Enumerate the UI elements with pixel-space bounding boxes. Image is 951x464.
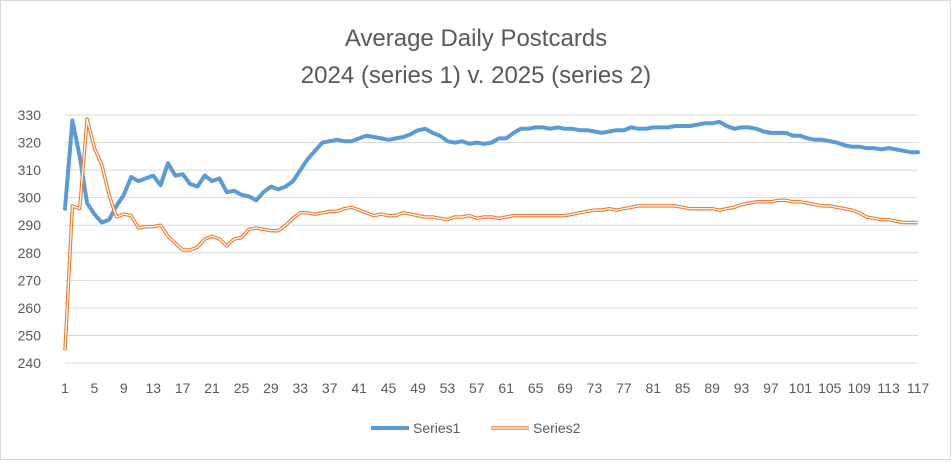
x-tick-label: 81 [645, 380, 661, 396]
legend-label: Series1 [413, 420, 461, 436]
x-axis-ticks: 1 5 9 13 17 21 25 29 33 37 41 45 49 53 57 61 65 69 73 77 81 8… [61, 380, 929, 396]
x-tick-label: 1 [61, 380, 69, 396]
y-tick-label: 290 [18, 217, 42, 233]
legend-item-series-1: Series1 [371, 420, 461, 436]
y-tick-label: 310 [18, 162, 42, 178]
legend: Series1 Series2 [371, 420, 581, 436]
series-2-inner-stroke [64, 118, 918, 351]
x-tick-label: 13 [145, 380, 161, 396]
x-tick-label: 53 [440, 380, 456, 396]
series-1-line [63, 118, 920, 225]
x-tick-label: 45 [381, 380, 397, 396]
x-tick-label: 25 [234, 380, 250, 396]
y-axis-ticks: 240 250 260 270 280 290 300 310 320 330 [18, 107, 42, 371]
x-tick-label: 21 [204, 380, 220, 396]
x-tick-label: 17 [175, 380, 191, 396]
x-tick-label: 61 [498, 380, 514, 396]
y-tick-label: 270 [18, 272, 42, 288]
x-tick-label: 109 [847, 380, 871, 396]
gridlines [65, 114, 918, 364]
x-tick-label: 9 [120, 380, 128, 396]
y-tick-label: 240 [18, 355, 42, 371]
y-tick-label: 300 [18, 190, 42, 206]
y-tick-label: 250 [18, 327, 42, 343]
x-tick-label: 33 [293, 380, 309, 396]
x-tick-label: 77 [616, 380, 632, 396]
x-tick-label: 49 [410, 380, 426, 396]
series-2-outer-stroke [63, 117, 918, 351]
y-tick-label: 320 [18, 135, 42, 151]
x-tick-label: 41 [351, 380, 367, 396]
series-2-line [63, 117, 918, 351]
x-tick-label: 57 [469, 380, 485, 396]
x-tick-label: 69 [557, 380, 573, 396]
y-tick-label: 280 [18, 245, 42, 261]
x-tick-label: 97 [763, 380, 779, 396]
chart-title: Average Daily Postcards [345, 25, 607, 52]
x-tick-label: 89 [704, 380, 720, 396]
series-1-stroke [63, 118, 920, 225]
y-tick-label: 260 [18, 300, 42, 316]
x-tick-label: 29 [263, 380, 279, 396]
y-tick-label: 330 [18, 107, 42, 123]
chart-subtitle: 2024 (series 1) v. 2025 (series 2) [301, 62, 651, 89]
x-tick-label: 37 [322, 380, 338, 396]
x-tick-label: 93 [734, 380, 750, 396]
x-tick-label: 85 [675, 380, 691, 396]
x-tick-label: 5 [91, 380, 99, 396]
legend-item-series-2: Series2 [491, 420, 581, 436]
x-tick-label: 65 [528, 380, 544, 396]
x-tick-label: 73 [587, 380, 603, 396]
x-tick-label: 101 [789, 380, 813, 396]
x-tick-label: 117 [907, 380, 930, 396]
x-tick-label: 105 [818, 380, 842, 396]
series-lines [63, 117, 920, 351]
legend-label: Series2 [533, 420, 581, 436]
x-tick-label: 113 [877, 380, 900, 396]
